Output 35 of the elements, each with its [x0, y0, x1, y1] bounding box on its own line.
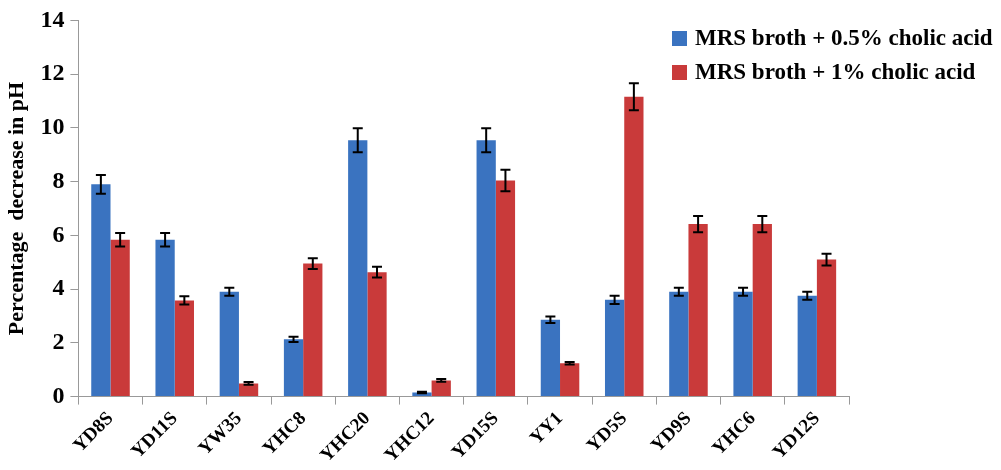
x-tick-label: YY1 — [525, 407, 567, 449]
bar — [219, 291, 239, 397]
bar — [797, 295, 817, 397]
y-tick-label: 2 — [52, 328, 65, 355]
bar — [733, 291, 753, 397]
bar — [560, 363, 580, 397]
y-tick-label: 4 — [52, 274, 65, 301]
bar — [476, 140, 496, 397]
bar — [540, 319, 561, 397]
bar — [669, 291, 689, 397]
bar — [91, 184, 111, 397]
bar — [283, 339, 304, 397]
bar — [688, 224, 708, 397]
bar — [348, 140, 368, 397]
y-axis-title: Percentage decrease in pH — [2, 81, 28, 336]
bar — [816, 259, 837, 397]
bar — [752, 224, 772, 397]
bar — [303, 263, 323, 397]
bar — [431, 380, 451, 397]
y-tick-label: 14 — [40, 5, 65, 32]
bar — [174, 300, 194, 397]
y-tick-label: 12 — [40, 59, 65, 86]
y-tick-label: 6 — [52, 220, 65, 247]
legend-label: MRS broth + 1% cholic acid — [695, 58, 976, 86]
bar — [604, 299, 625, 397]
bar — [367, 272, 387, 397]
bar — [238, 383, 259, 397]
bar — [155, 239, 175, 397]
bar — [495, 180, 516, 397]
legend-label: MRS broth + 0.5% cholic acid — [695, 24, 993, 52]
bar — [110, 239, 130, 397]
y-tick-label: 8 — [52, 166, 65, 193]
y-tick-label: 10 — [40, 113, 65, 140]
bar — [624, 96, 644, 397]
y-tick-label: 0 — [52, 381, 65, 408]
